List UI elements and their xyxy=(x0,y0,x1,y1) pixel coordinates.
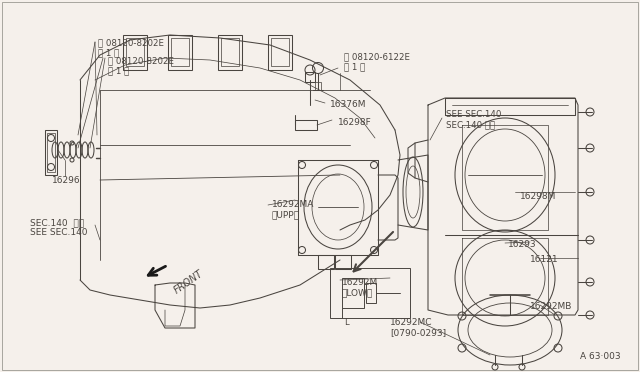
Text: 16298F: 16298F xyxy=(338,118,372,127)
Bar xyxy=(330,268,410,318)
Bar xyxy=(168,35,192,70)
Bar xyxy=(315,82,321,90)
Bar xyxy=(318,255,334,269)
Bar xyxy=(47,133,55,172)
Bar xyxy=(366,283,376,303)
Text: 16121: 16121 xyxy=(530,255,559,264)
Text: 16292MA
（UPP）: 16292MA （UPP） xyxy=(272,200,314,219)
Text: FRONT: FRONT xyxy=(172,268,205,295)
Bar xyxy=(221,38,239,66)
Text: A 63·003: A 63·003 xyxy=(580,352,621,361)
Bar xyxy=(171,38,189,66)
Bar xyxy=(126,38,144,66)
Bar xyxy=(123,35,147,70)
Text: 16292MB: 16292MB xyxy=(530,302,572,311)
Text: 16298M: 16298M xyxy=(520,192,556,201)
Text: Ⓑ 08120-8202E
〈 1 〉: Ⓑ 08120-8202E 〈 1 〉 xyxy=(108,56,174,76)
Text: 16292M
（LOW）: 16292M （LOW） xyxy=(342,278,378,297)
Bar xyxy=(305,72,315,82)
Text: Ⓑ 08120-8202E
〈 1 〉: Ⓑ 08120-8202E 〈 1 〉 xyxy=(98,38,164,57)
Bar xyxy=(218,35,242,70)
Bar xyxy=(335,255,351,269)
Bar xyxy=(45,130,57,175)
Text: 16376M: 16376M xyxy=(330,100,367,109)
Text: Ⓑ 08120-6122E
〈 1 〉: Ⓑ 08120-6122E 〈 1 〉 xyxy=(344,52,410,71)
Bar xyxy=(295,120,317,130)
Text: 16292MC
[0790-0293]: 16292MC [0790-0293] xyxy=(390,318,446,337)
Bar xyxy=(271,38,289,66)
Text: SEE SEC.140
SEC.140 参照: SEE SEC.140 SEC.140 参照 xyxy=(446,110,501,129)
Bar xyxy=(268,35,292,70)
Text: 16293: 16293 xyxy=(508,240,536,249)
Bar xyxy=(342,278,364,308)
Text: SEC.140  参照
SEE SEC.140: SEC.140 参照 SEE SEC.140 xyxy=(30,218,88,237)
Text: L: L xyxy=(344,318,348,327)
Text: 16296: 16296 xyxy=(52,176,81,185)
